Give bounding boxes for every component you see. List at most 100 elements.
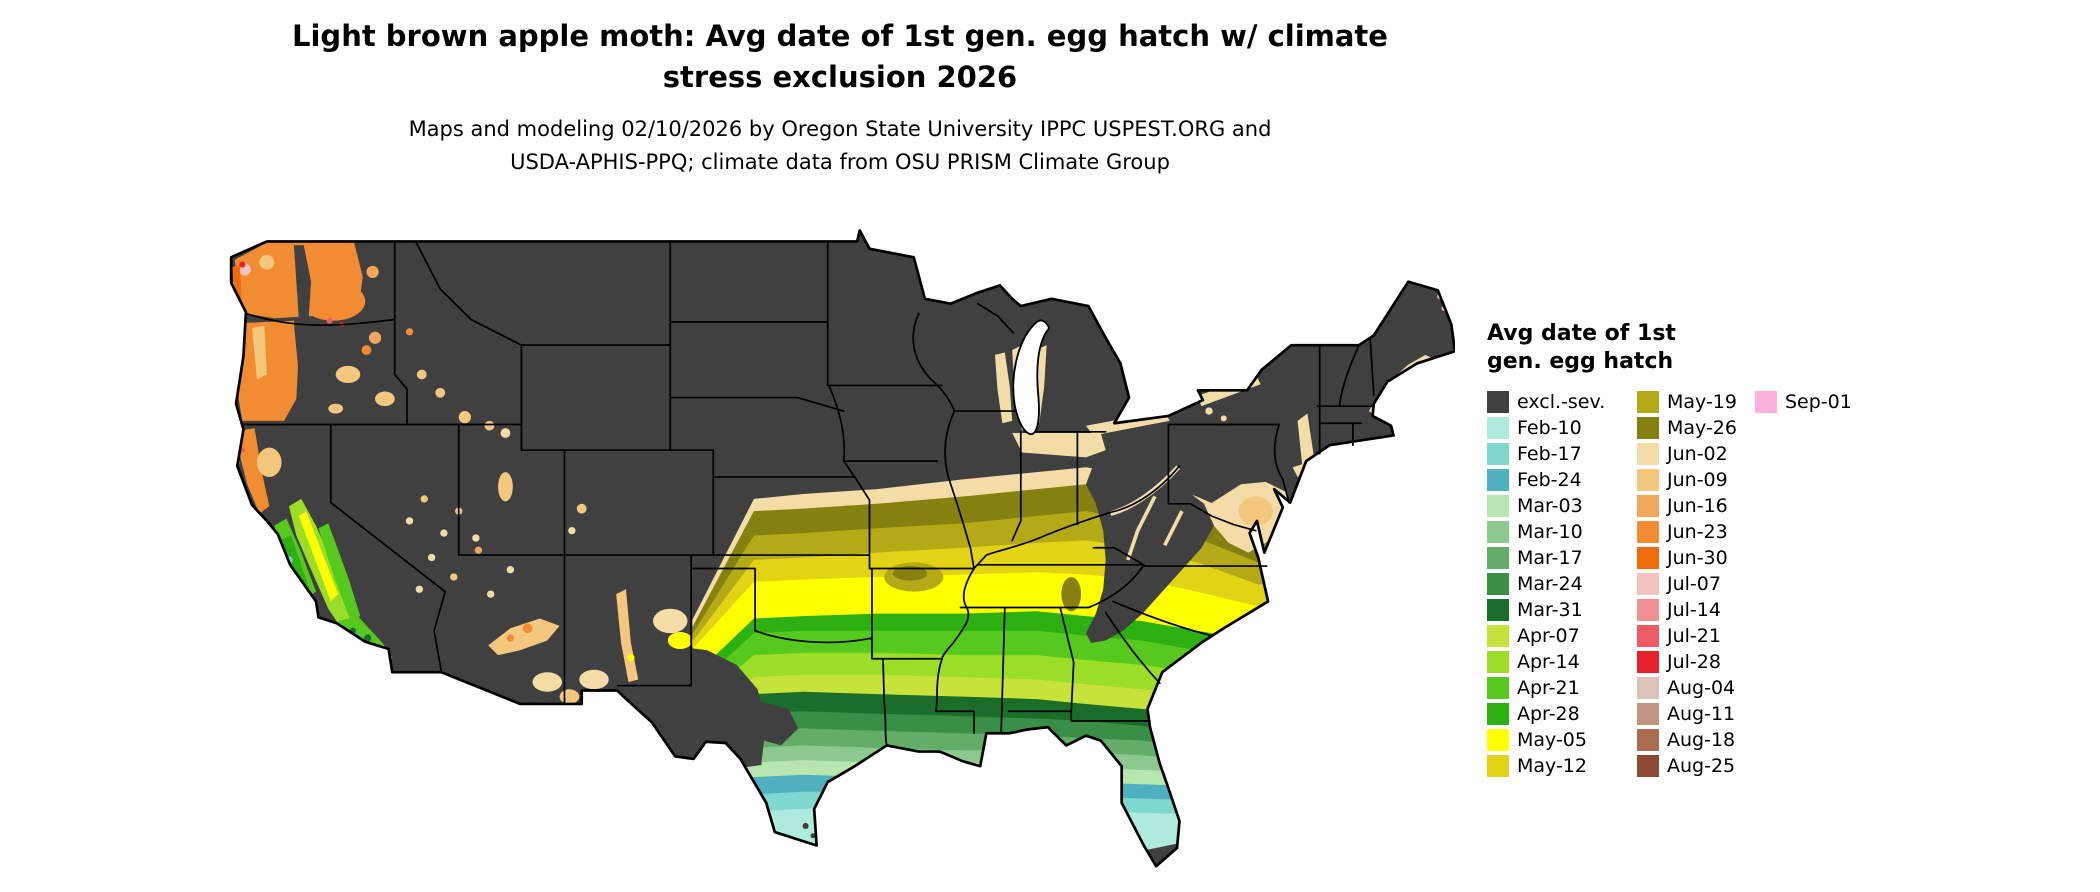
legend-swatch: [1637, 547, 1659, 569]
legend-label: Aug-18: [1667, 729, 1736, 751]
legend-label: Jul-07: [1667, 573, 1721, 595]
legend-label: Feb-24: [1517, 469, 1582, 491]
legend-label: Mar-03: [1517, 495, 1583, 517]
legend-item: Apr-21: [1487, 675, 1637, 701]
legend-item: Feb-24: [1487, 467, 1637, 493]
legend-label: Feb-10: [1517, 417, 1582, 439]
legend-item: Feb-10: [1487, 415, 1637, 441]
legend-label: Jun-02: [1667, 443, 1728, 465]
legend-item: Mar-31: [1487, 597, 1637, 623]
legend-label: Apr-28: [1517, 703, 1580, 725]
legend-label: Feb-17: [1517, 443, 1582, 465]
legend-column-3: Sep-01: [1755, 389, 1865, 779]
us-map-svg: [229, 229, 1455, 868]
map-fill-regions: [231, 230, 1455, 867]
legend-swatch: [1637, 703, 1659, 725]
legend-item: Jun-30: [1637, 545, 1755, 571]
legend-columns: excl.-sev. Feb-10 Feb-17 Feb-24 Mar-03 Mar-10…: [1487, 389, 1967, 779]
us-outline: [229, 229, 1455, 868]
legend-item: Mar-10: [1487, 519, 1637, 545]
legend-label: Jun-09: [1667, 469, 1728, 491]
legend-label: excl.-sev.: [1517, 391, 1606, 413]
legend-swatch: [1637, 755, 1659, 777]
legend-item: Aug-25: [1637, 753, 1755, 779]
subtitle-line2: USDA-APHIS-PPQ; climate data from OSU PR…: [510, 149, 1170, 174]
legend-title-line2: gen. egg hatch: [1487, 348, 1674, 374]
legend-item: Jun-23: [1637, 519, 1755, 545]
legend-item: Jul-21: [1637, 623, 1755, 649]
subtitle: Maps and modeling 02/10/2026 by Oregon S…: [240, 113, 1440, 178]
legend-item: Jun-16: [1637, 493, 1755, 519]
legend-item: Aug-11: [1637, 701, 1755, 727]
legend-swatch: [1487, 417, 1509, 439]
legend-item: May-12: [1487, 753, 1637, 779]
legend-label: Mar-24: [1517, 573, 1583, 595]
legend-label: Mar-31: [1517, 599, 1583, 621]
legend-swatch: [1487, 469, 1509, 491]
legend-item: Mar-17: [1487, 545, 1637, 571]
ozark-highlands: [884, 562, 1082, 612]
legend-item: Jun-02: [1637, 441, 1755, 467]
legend-swatch: [1487, 547, 1509, 569]
legend-label: Apr-21: [1517, 677, 1580, 699]
legend-swatch: [1487, 651, 1509, 673]
legend-item: Jun-09: [1637, 467, 1755, 493]
legend-swatch: [1487, 625, 1509, 647]
page-title-line1: Light brown apple moth: Avg date of 1st …: [292, 19, 1388, 53]
page-title-line2: stress exclusion 2026: [662, 59, 1018, 94]
legend-swatch: [1637, 573, 1659, 595]
legend-item: May-05: [1487, 727, 1637, 753]
legend-item: Aug-18: [1637, 727, 1755, 753]
legend-swatch: [1487, 755, 1509, 777]
legend-item: Feb-17: [1487, 441, 1637, 467]
legend-item: May-26: [1637, 415, 1755, 441]
legend-label: Jun-23: [1667, 521, 1728, 543]
legend-item: Sep-01: [1755, 389, 1865, 415]
legend-label: Aug-04: [1667, 677, 1736, 699]
legend-swatch: [1487, 677, 1509, 699]
legend-label: May-19: [1667, 391, 1737, 413]
legend-swatch: [1487, 391, 1509, 413]
legend-label: Mar-17: [1517, 547, 1583, 569]
legend-swatch: [1755, 391, 1777, 413]
legend-swatch: [1637, 599, 1659, 621]
state-borders: [241, 240, 1375, 747]
legend-label: Sep-01: [1785, 391, 1852, 413]
legend-swatch: [1637, 625, 1659, 647]
edwards-plateau-exclusion: [761, 701, 799, 746]
legend-label: May-05: [1517, 729, 1587, 751]
legend-swatch: [1487, 599, 1509, 621]
subtitle-line1: Maps and modeling 02/10/2026 by Oregon S…: [408, 117, 1272, 142]
legend-swatch: [1637, 651, 1659, 673]
legend-item: Jul-28: [1637, 649, 1755, 675]
legend-item: Apr-07: [1487, 623, 1637, 649]
legend-item: Aug-04: [1637, 675, 1755, 701]
legend-swatch: [1637, 443, 1659, 465]
legend-swatch: [1637, 521, 1659, 543]
legend-label: Jun-16: [1667, 495, 1728, 517]
legend-label: May-26: [1667, 417, 1737, 439]
legend-swatch: [1487, 495, 1509, 517]
legend-swatch: [1637, 495, 1659, 517]
legend-item: Jul-14: [1637, 597, 1755, 623]
legend-swatch: [1487, 443, 1509, 465]
legend-item: Jul-07: [1637, 571, 1755, 597]
legend-item: May-19: [1637, 389, 1755, 415]
west-texas-exclusion: [634, 645, 767, 770]
legend-item: excl.-sev.: [1487, 389, 1637, 415]
legend-title-line1: Avg date of 1st: [1487, 321, 1676, 346]
legend-label: Aug-25: [1667, 755, 1736, 777]
legend-swatch: [1637, 391, 1659, 413]
legend-swatch: [1487, 729, 1509, 751]
us-map: [225, 228, 1455, 887]
legend-label: Aug-11: [1667, 703, 1736, 725]
legend-item: Mar-24: [1487, 571, 1637, 597]
legend-label: Jul-28: [1667, 651, 1721, 673]
great-basin-southwest-patches: [405, 472, 693, 704]
legend-swatch: [1487, 703, 1509, 725]
legend-item: Apr-14: [1487, 649, 1637, 675]
legend-swatch: [1637, 417, 1659, 439]
legend-column-1: excl.-sev. Feb-10 Feb-17 Feb-24 Mar-03 Mar-10…: [1487, 389, 1637, 779]
legend-item: Apr-28: [1487, 701, 1637, 727]
